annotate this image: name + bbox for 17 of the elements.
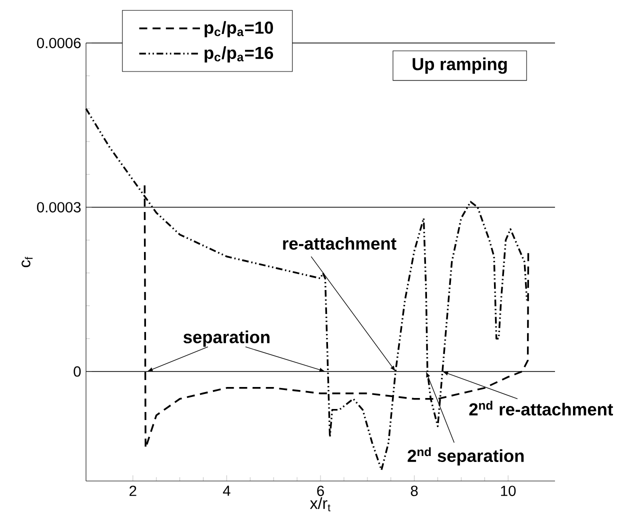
x-tick-label: 6: [317, 486, 324, 496]
x-axis-title: x/r$_{t}$: [310, 497, 330, 512]
y-tick-label: 0: [74, 366, 81, 377]
text: Up ramping: [412, 58, 507, 74]
annotation: separation: [183, 330, 270, 347]
y-tick-label: 0.0003: [37, 202, 81, 212]
x-tick-label: 4: [222, 486, 230, 496]
annotation: 2$^{nd}$ separation: [408, 447, 524, 466]
annotation: 2$^{nd}$ re-attachment: [469, 400, 613, 416]
x-tick-label: 8: [410, 486, 418, 496]
legend-label: p$_{c}$/p$_{a}$=16: [204, 46, 274, 62]
y-axis-title: c$_{f}$: [22, 256, 33, 268]
x-tick-label: 2: [130, 486, 136, 496]
legend-label: p$_{c}$/p$_{a}$=10: [204, 21, 273, 38]
annotation: re-attachment: [283, 237, 396, 250]
y-tick-label: 0.0006: [37, 38, 81, 48]
x-tick-label: 10: [501, 486, 516, 496]
